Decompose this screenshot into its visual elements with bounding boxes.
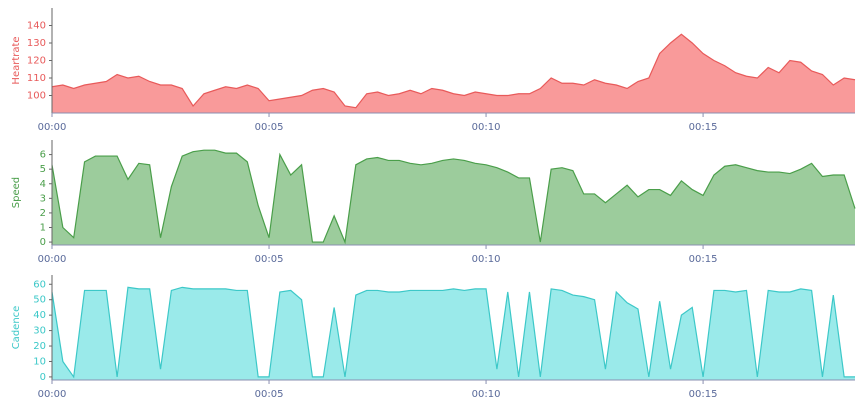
- area-line: [51, 286, 855, 379]
- y-tick-label: 50: [33, 295, 46, 306]
- y-axis-label: Heartrate: [11, 36, 22, 84]
- y-tick-label: 2: [40, 208, 46, 219]
- y-tick-label: 0: [40, 237, 46, 248]
- area-line: [51, 149, 856, 245]
- y-tick-label: 3: [40, 193, 46, 204]
- area-fill: [52, 34, 855, 113]
- x-tick-label: 00:05: [255, 389, 284, 400]
- x-tick-label: 00:10: [472, 389, 501, 400]
- y-tick-label: 40: [33, 310, 46, 321]
- y-tick-label: 120: [27, 56, 46, 67]
- y-tick-label: 100: [27, 91, 46, 102]
- x-tick-label: 00:00: [38, 122, 67, 133]
- x-tick-label: 00:10: [472, 122, 501, 133]
- x-tick-label: 00:15: [689, 389, 718, 400]
- y-axis-label: Cadence: [11, 306, 22, 350]
- area-fill: [52, 150, 855, 245]
- x-tick-label: 00:05: [255, 122, 284, 133]
- x-tick-label: 00:00: [38, 254, 67, 265]
- x-tick-label: 00:00: [38, 389, 67, 400]
- y-axis-label: Speed: [11, 177, 22, 208]
- y-tick-label: 1: [40, 223, 46, 234]
- y-tick-label: 140: [27, 21, 46, 32]
- y-tick-label: 0: [40, 372, 46, 383]
- y-tick-label: 6: [40, 150, 46, 161]
- y-tick-label: 10: [33, 356, 46, 367]
- y-tick-label: 130: [27, 38, 46, 49]
- x-tick-label: 00:15: [689, 122, 718, 133]
- x-tick-label: 00:05: [255, 254, 284, 265]
- y-tick-label: 60: [33, 279, 46, 290]
- y-tick-label: 110: [27, 73, 46, 84]
- x-tick-label: 00:15: [689, 254, 718, 265]
- area-line: [51, 33, 856, 109]
- area-fill: [52, 287, 855, 380]
- y-tick-label: 4: [40, 179, 46, 190]
- y-tick-label: 5: [40, 164, 46, 175]
- y-tick-label: 30: [33, 326, 46, 337]
- y-tick-label: 20: [33, 341, 46, 352]
- x-tick-label: 00:10: [472, 254, 501, 265]
